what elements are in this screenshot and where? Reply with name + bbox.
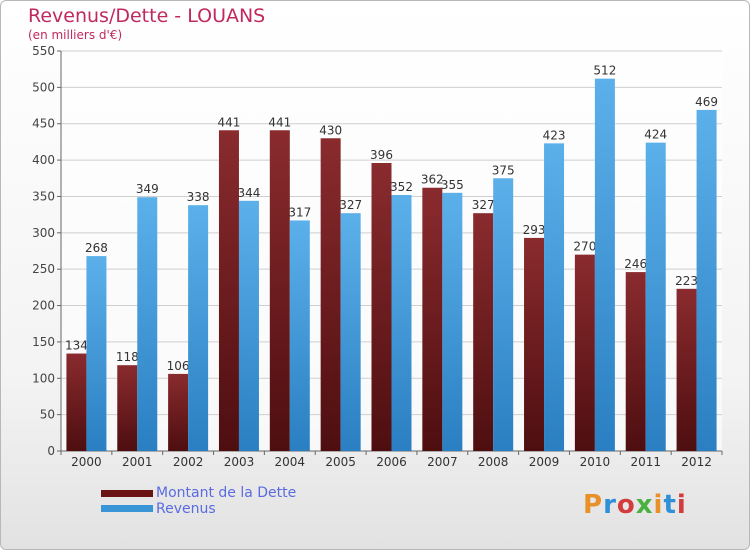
data-label-revenus: 338 xyxy=(187,190,210,204)
bar-revenus xyxy=(544,143,565,451)
bar-dette xyxy=(371,163,392,451)
x-tick-label: 2003 xyxy=(224,455,255,469)
x-tick-label: 2006 xyxy=(376,455,407,469)
bar-revenus xyxy=(86,256,107,451)
x-tick-label: 2000 xyxy=(71,455,102,469)
bar-dette xyxy=(625,272,646,451)
x-tick-label: 2011 xyxy=(630,455,661,469)
y-tick-label: 350 xyxy=(32,189,55,203)
x-tick-label: 2002 xyxy=(173,455,204,469)
bar-revenus xyxy=(696,109,717,451)
x-tick-label: 2012 xyxy=(681,455,712,469)
data-label-revenus: 355 xyxy=(441,178,464,192)
logo-letter: i xyxy=(653,490,664,520)
y-tick-label: 50 xyxy=(40,408,55,422)
bar-dette xyxy=(320,138,341,452)
bar-revenus xyxy=(493,178,514,452)
logo-letter: P xyxy=(583,490,604,520)
data-label-dette: 118 xyxy=(116,350,139,364)
data-label-dette: 396 xyxy=(370,148,393,162)
bar-dette xyxy=(574,254,595,451)
chart-title: Revenus/Dette - LOUANS xyxy=(28,5,266,27)
bar-dette xyxy=(168,373,189,451)
bar-revenus xyxy=(289,220,310,451)
bar-revenus xyxy=(391,195,412,451)
y-tick-label: 400 xyxy=(32,153,55,167)
bar-revenus xyxy=(594,78,615,452)
data-label-dette: 441 xyxy=(268,115,291,129)
data-label-dette: 293 xyxy=(523,223,546,237)
legend-swatch-dette xyxy=(101,490,153,497)
data-label-dette: 223 xyxy=(675,274,698,288)
data-label-revenus: 424 xyxy=(644,128,667,142)
legend-label-dette: Montant de la Dette xyxy=(156,485,297,501)
y-tick-label: 500 xyxy=(32,80,55,94)
data-label-dette: 106 xyxy=(167,359,190,373)
data-label-dette: 246 xyxy=(624,257,647,271)
y-tick-label: 150 xyxy=(32,335,55,349)
bar-revenus xyxy=(645,142,666,452)
bar-dette xyxy=(524,237,545,451)
bar-dette xyxy=(676,288,697,451)
logo-letter: t xyxy=(663,490,677,520)
bar-revenus xyxy=(238,200,259,451)
y-tick-label: 300 xyxy=(32,226,55,240)
bar-revenus xyxy=(137,197,158,451)
data-label-dette: 134 xyxy=(65,339,88,353)
data-label-revenus: 349 xyxy=(136,182,159,196)
data-label-revenus: 512 xyxy=(593,64,616,78)
data-label-dette: 441 xyxy=(218,115,241,129)
data-label-revenus: 317 xyxy=(288,205,311,219)
x-tick-label: 2009 xyxy=(529,455,560,469)
legend-swatch-revenus xyxy=(101,505,153,512)
logo-letter: o xyxy=(616,490,636,520)
y-tick-label: 550 xyxy=(32,44,55,58)
y-tick-label: 450 xyxy=(32,117,55,131)
data-label-dette: 270 xyxy=(573,240,596,254)
logo-letter: x xyxy=(635,490,654,520)
bar-revenus xyxy=(188,205,209,451)
chart-subtitle: (en milliers d'€) xyxy=(28,28,123,42)
x-tick-label: 2001 xyxy=(122,455,153,469)
y-tick-label: 200 xyxy=(32,299,55,313)
data-label-revenus: 469 xyxy=(695,95,718,109)
bar-dette xyxy=(66,353,87,451)
data-label-revenus: 327 xyxy=(339,198,362,212)
logo-letter: r xyxy=(603,490,617,520)
bar-dette xyxy=(117,365,138,451)
bar-dette xyxy=(218,130,239,452)
y-tick-label: 100 xyxy=(32,371,55,385)
data-label-revenus: 423 xyxy=(543,128,566,142)
y-tick-label: 250 xyxy=(32,262,55,276)
proxiti-logo: Proxiti xyxy=(583,490,687,520)
x-tick-label: 2008 xyxy=(478,455,509,469)
x-tick-label: 2010 xyxy=(580,455,611,469)
data-label-dette: 430 xyxy=(319,123,342,137)
bar-revenus xyxy=(340,213,361,451)
logo-letter: i xyxy=(676,490,687,520)
data-label-revenus: 344 xyxy=(238,186,261,200)
bar-revenus xyxy=(442,192,463,451)
x-tick-label: 2007 xyxy=(427,455,458,469)
y-tick-label: 0 xyxy=(47,444,55,458)
data-label-revenus: 268 xyxy=(85,241,108,255)
data-label-dette: 362 xyxy=(421,173,444,187)
data-label-dette: 327 xyxy=(472,198,495,212)
bar-dette xyxy=(422,187,443,451)
data-label-revenus: 352 xyxy=(390,180,413,194)
data-label-revenus: 375 xyxy=(492,163,515,177)
bar-dette xyxy=(269,130,290,452)
bar-dette xyxy=(473,213,494,451)
x-tick-label: 2005 xyxy=(325,455,356,469)
x-tick-label: 2004 xyxy=(275,455,306,469)
legend-label-revenus: Revenus xyxy=(156,501,216,517)
